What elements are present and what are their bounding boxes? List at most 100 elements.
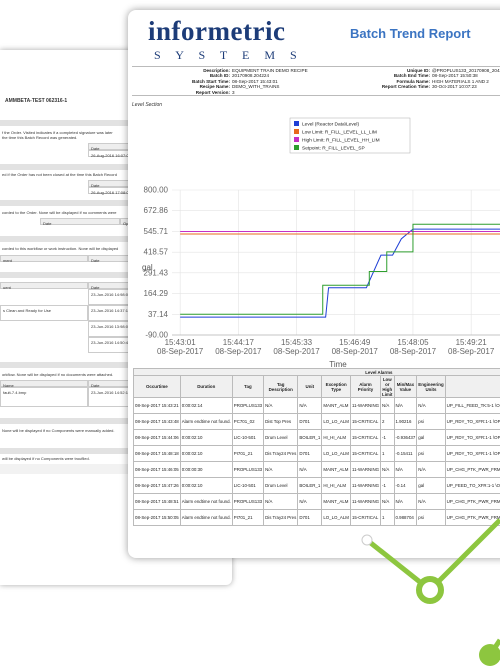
node-ring	[416, 576, 444, 604]
x-tick-label: 15:48:05	[397, 338, 429, 347]
header-cell: ment	[0, 255, 88, 263]
y-tick-label: 418.57	[144, 248, 169, 257]
note: f the Order. Visited indicates if a comp…	[2, 130, 113, 135]
section-bar	[0, 236, 232, 242]
column-header: Tag	[231, 375, 265, 398]
alarm-cell: Alarm endtime not found.	[179, 509, 233, 526]
x-tick-date: 08-Sep-2017	[273, 347, 320, 356]
note: None will be displayed if no Components …	[2, 428, 115, 433]
alarm-cell: psi	[416, 413, 446, 430]
column-header: Tag Description	[263, 375, 299, 398]
x-tick-label: 15:45:33	[281, 338, 313, 347]
info-value: 08-Sep-2017 15:50:38	[432, 73, 478, 78]
y-tick-label: 37.14	[148, 310, 169, 319]
note: will be displayed if no Components were …	[2, 456, 90, 461]
logo-subtitle: S Y S T E M S	[154, 48, 303, 62]
info-value: 30-Oct-2017 10:07:23	[432, 84, 477, 89]
alarm-cell: PI701_21	[231, 445, 265, 462]
node-dot	[361, 534, 373, 546]
alarm-cell: D701	[297, 413, 323, 430]
info-value: DEMO_WITH_TRAINS	[232, 84, 280, 89]
alarm-cell: UP_CHG_PTK_PWR_FRM:1-1 \OP_PROMPT_PTK_TO…	[444, 509, 500, 526]
trend-chart: 800.00 672.86 545.71 418.57 291.43 164.29 37.1…	[142, 117, 500, 369]
node-dot	[479, 644, 500, 666]
alarm-row: 08-Sep-2017 15:43:21 0:00:02:14 PROPLUS133…	[133, 397, 500, 414]
y-tick-label: 291.43	[144, 268, 169, 277]
info-value: 08-Sep-2017 15:43:01	[232, 78, 278, 84]
info-value: HIGH MATERIALS 1 AND 2	[432, 78, 489, 84]
info-label: Formula Name:	[396, 78, 430, 84]
x-tick-date: 08-Sep-2017	[448, 347, 495, 356]
legend-swatch	[294, 121, 299, 126]
x-tick-date: 08-Sep-2017	[157, 347, 204, 356]
column-header: Occurtime	[133, 375, 181, 398]
x-tick-label: 15:49:21	[456, 338, 488, 347]
report-title: Batch Trend Report	[350, 26, 471, 41]
alarm-cell: 1	[380, 445, 395, 462]
alarm-row: 08-Sep-2017 15:47:26 0:00:02:10 LIC-10-501…	[133, 477, 500, 494]
info-label: Batch ID:	[209, 73, 230, 78]
column-header: Engineering Units	[416, 375, 446, 398]
legend-swatch	[294, 145, 299, 150]
y-tick-label: 800.00	[144, 186, 169, 195]
x-axis-label: Time	[329, 360, 347, 369]
y-tick-label: -90.00	[145, 331, 168, 340]
alarm-cell: 1	[380, 509, 395, 526]
header-cell: uent	[0, 282, 88, 290]
alarm-row: 08-Sep-2017 15:43:48 Alarm endtime not fo…	[133, 413, 500, 430]
info-label: Description:	[203, 67, 230, 73]
note: orkflow. None will be displayed if no do…	[2, 372, 114, 377]
info-value: 3	[232, 89, 235, 95]
alarm-row: 08-Sep-2017 15:48:51 Alarm endtime not fo…	[133, 493, 500, 510]
series-line	[180, 223, 500, 315]
column-header: Alarm Priority	[349, 375, 382, 398]
alarm-cell: D701	[297, 509, 323, 526]
y-tick-label: 164.29	[144, 289, 169, 298]
header-cell: Name	[0, 380, 88, 388]
alarm-cell: PI701_21	[231, 509, 265, 526]
x-tick-date: 08-Sep-2017	[332, 347, 379, 356]
legend-swatch	[294, 137, 299, 142]
legend-swatch	[294, 129, 299, 134]
info-value: EQUIPMENT TRAIN DEMO RECIPE	[232, 67, 308, 73]
step-cell: s Clean and Ready for Use	[0, 305, 88, 321]
legend-box	[289, 117, 411, 154]
x-tick-label: 15:46:49	[339, 338, 371, 347]
section-bar	[0, 362, 232, 368]
note: the time this Batch Record was generated…	[2, 135, 78, 140]
alarm-row: 08-Sep-2017 15:46:05 0:00:00:30 PROPLUS133…	[133, 461, 500, 478]
note: ed if the Order has not been closed at t…	[2, 172, 117, 177]
info-table: Description: EQUIPMENT TRAIN DEMO RECIPE B…	[132, 66, 500, 96]
x-tick-date: 08-Sep-2017	[390, 347, 437, 356]
alarm-row: 08-Sep-2017 15:48:18 0:00:02:10 PI701_21 Di…	[133, 445, 500, 462]
connector-line	[428, 518, 500, 592]
legend-label: Low Limit: R_FILL_LEVEL_LL_LIM	[302, 130, 377, 136]
alarm-cell: PROPLUS133	[231, 461, 265, 478]
alarm-cell: Dis Tray24 Pres	[263, 509, 299, 526]
section-bar	[0, 448, 232, 454]
logo: informetric	[148, 16, 286, 46]
section-bar	[0, 272, 232, 278]
x-tick-label: 15:43:01	[165, 338, 197, 347]
y-tick-label: 672.86	[144, 206, 169, 215]
series-line	[180, 228, 500, 318]
column-header: Unit	[297, 375, 323, 398]
column-header: Associated Process	[444, 375, 500, 398]
note: corded to the Order. None will be displa…	[2, 210, 117, 215]
info-label: Report Creation Time:	[381, 84, 430, 89]
section-title: Level Section	[132, 102, 163, 108]
alarm-row: 08-Sep-2017 15:50:05 Alarm endtime not fo…	[133, 509, 500, 526]
back-title: AMMBETA-TEST 062316-1	[5, 98, 68, 104]
front-report-page: informetric S Y S T E M S Batch Trend Re…	[128, 10, 500, 558]
info-value: @PROPLUS133_20170908_20424170	[432, 67, 500, 73]
x-tick-label: 15:44:17	[223, 338, 255, 347]
section-bar	[0, 418, 232, 424]
alarm-cell: N/A	[297, 493, 323, 510]
info-label: Report Version:	[195, 89, 230, 95]
section-bar	[0, 464, 232, 474]
y-axis-label: gal	[142, 263, 153, 272]
legend-label: High Limit: R_FILL_LEVEL_HH_LIM	[302, 138, 380, 144]
y-tick-label: 545.71	[144, 227, 169, 236]
